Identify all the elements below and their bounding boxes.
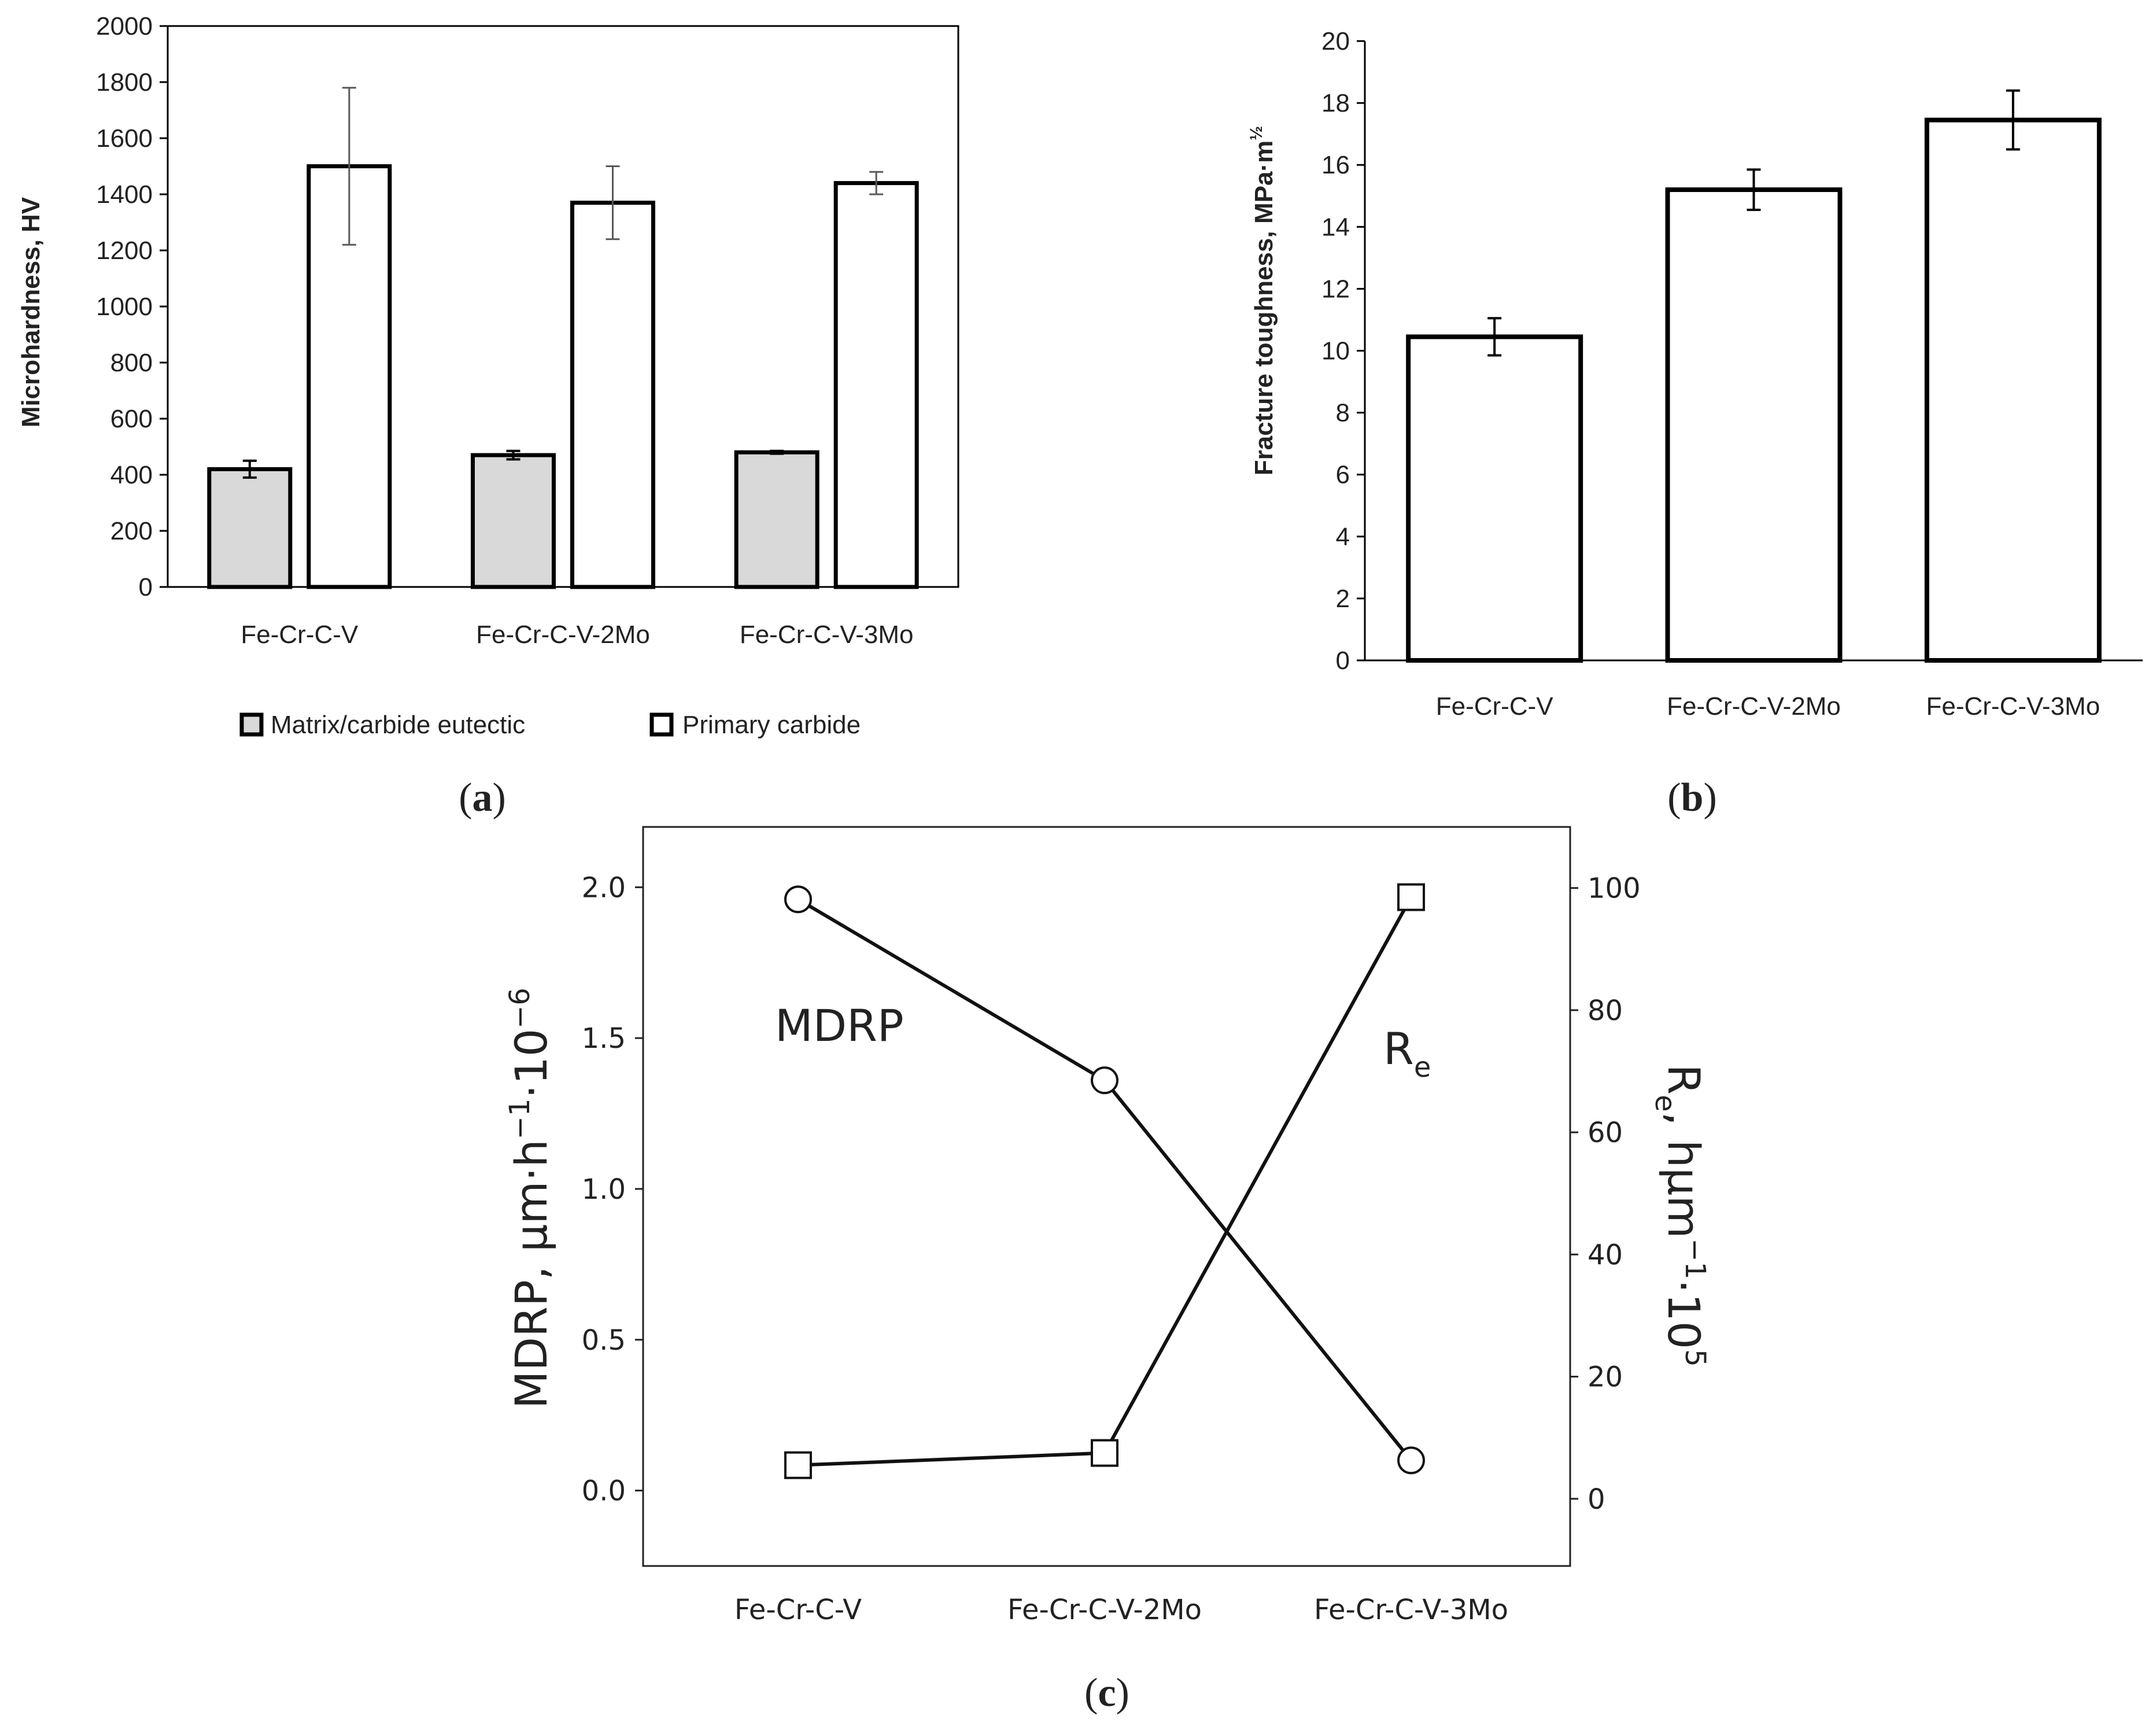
x-tick-label: Fe-Cr-C-V-2Mo xyxy=(476,620,650,649)
panel-c-x-axis: Fe-Cr-C-V Fe-Cr-C-V-2Mo Fe-Cr-C-V-3Mo xyxy=(734,1594,1508,1626)
y-tick-label: 6 xyxy=(1336,461,1350,489)
x-tick-label: Fe-Cr-C-V-2Mo xyxy=(1007,1594,1202,1626)
y-tick-label: 200 xyxy=(110,517,153,545)
bar-matrix-carbide-eutectic xyxy=(734,450,819,589)
y-tick-label: 18 xyxy=(1321,89,1350,117)
error-bar xyxy=(1487,317,1502,357)
panel-c-right-y-axis: 0 20 40 60 80 100 xyxy=(1570,873,1641,1516)
annotation-re: Re xyxy=(1383,1023,1431,1084)
mdrp-point xyxy=(1397,1446,1425,1475)
panel-b-x-axis: Fe-Cr-C-V Fe-Cr-C-V-2Mo Fe-Cr-C-V-3Mo xyxy=(1436,692,2100,721)
y-tick-label-left: 1.5 xyxy=(582,1022,626,1055)
y-tick-label: 400 xyxy=(110,461,153,489)
y-tick-label-left: 1.0 xyxy=(582,1173,626,1206)
bar-fracture-toughness xyxy=(1406,334,1583,663)
panel-c-left-y-axis-title: MDRP, μm·h−1·10−6 xyxy=(504,988,557,1409)
panel-b-y-axis-title: Fracture toughness, MPa·m½ xyxy=(1247,126,1278,475)
y-tick-label: 16 xyxy=(1321,151,1350,179)
y-tick-label: 1400 xyxy=(96,180,153,209)
error-bar xyxy=(869,171,884,195)
y-tick-label: 0 xyxy=(1336,647,1350,675)
y-tick-label: 4 xyxy=(1336,523,1350,551)
panel-a-microhardness-chart: 0 200 400 600 800 1000 1200 1400 1600 1800 2000 Fe… xyxy=(17,12,959,820)
y-tick-label: 1600 xyxy=(96,124,153,153)
panel-b-bars xyxy=(1406,89,2102,663)
y-tick-label-right: 0 xyxy=(1588,1483,1605,1516)
mdrp-point xyxy=(784,885,812,914)
bar-primary-carbide xyxy=(570,201,655,589)
y-tick-label: 600 xyxy=(110,405,153,433)
re-point xyxy=(784,1451,812,1479)
y-tick-label: 12 xyxy=(1321,275,1350,303)
error-bar xyxy=(606,165,620,241)
y-tick-label-right: 40 xyxy=(1588,1239,1623,1271)
panel-a-y-axis-title: Microhardness, HV xyxy=(17,197,45,427)
error-bar xyxy=(2006,89,2020,151)
error-bar xyxy=(342,87,356,246)
mdrp-line xyxy=(797,897,1413,1462)
y-tick-label: 0 xyxy=(139,573,153,601)
x-tick-label: Fe-Cr-C-V-3Mo xyxy=(1314,1594,1508,1626)
bar-matrix-carbide-eutectic xyxy=(207,467,293,589)
annotation-mdrp: MDRP xyxy=(775,1000,904,1051)
re-line xyxy=(798,896,1413,1467)
x-tick-label: Fe-Cr-C-V xyxy=(734,1594,862,1626)
x-tick-label: Fe-Cr-C-V xyxy=(241,620,359,649)
panel-b-y-axis: 0 2 4 6 8 10 12 14 16 18 20 xyxy=(1321,27,1365,675)
legend-label-matrix: Matrix/carbide eutectic xyxy=(271,711,525,739)
error-bar xyxy=(770,449,784,455)
bar-matrix-carbide-eutectic xyxy=(471,453,556,589)
error-bar xyxy=(506,449,520,461)
x-tick-label: Fe-Cr-C-V-2Mo xyxy=(1667,692,1841,721)
y-tick-label-left: 2.0 xyxy=(582,871,626,904)
bar-primary-carbide xyxy=(833,181,919,589)
x-tick-label: Fe-Cr-C-V-3Mo xyxy=(740,620,914,649)
panel-c-right-y-axis-title: Re, hμm−1·105 xyxy=(1649,1064,1711,1366)
y-tick-label-right: 100 xyxy=(1588,873,1641,905)
panel-a-x-axis: Fe-Cr-C-V Fe-Cr-C-V-2Mo Fe-Cr-C-V-3Mo xyxy=(241,620,913,649)
re-point xyxy=(1397,883,1425,911)
y-tick-label-right: 20 xyxy=(1588,1361,1623,1394)
mdrp-point xyxy=(1091,1066,1118,1095)
y-tick-label: 10 xyxy=(1321,337,1350,365)
y-tick-label: 14 xyxy=(1321,213,1350,241)
panel-b-label: (b) xyxy=(1667,775,1717,820)
y-tick-label: 1200 xyxy=(96,237,153,265)
y-tick-label-right: 80 xyxy=(1588,995,1623,1027)
panel-a-y-axis: 0 200 400 600 800 1000 1200 1400 1600 1800 2000 xyxy=(96,12,168,601)
x-tick-label: Fe-Cr-C-V xyxy=(1436,692,1554,721)
y-tick-label-left: 0.0 xyxy=(582,1475,626,1508)
error-bar xyxy=(242,459,257,479)
y-tick-label: 2000 xyxy=(96,12,153,40)
panel-c-left-y-axis: 0.0 0.5 1.0 1.5 2.0 xyxy=(582,871,643,1508)
error-bar xyxy=(1747,168,1761,211)
y-tick-label: 8 xyxy=(1336,399,1350,427)
panel-c-plot-frame xyxy=(642,826,1571,1567)
panel-c-label: (c) xyxy=(1084,1671,1129,1715)
legend-swatch-primary-carbide xyxy=(649,712,674,737)
y-tick-label: 1000 xyxy=(96,293,153,321)
panel-c-series xyxy=(784,883,1425,1479)
y-tick-label-right: 60 xyxy=(1588,1117,1623,1149)
bar-fracture-toughness xyxy=(1665,187,1843,663)
bar-fracture-toughness xyxy=(1924,117,2102,663)
y-tick-label: 800 xyxy=(110,349,153,377)
panel-b-fracture-toughness-chart: 0 2 4 6 8 10 12 14 16 18 20 Fe-Cr-C-V Fe-Cr-C-V-2Mo… xyxy=(1247,27,2143,820)
y-tick-label: 1800 xyxy=(96,68,153,97)
legend-swatch-matrix xyxy=(239,712,264,737)
panel-a-label: (a) xyxy=(459,775,506,820)
re-point xyxy=(1091,1439,1118,1467)
y-tick-label: 2 xyxy=(1336,585,1350,613)
legend-label-primary-carbide: Primary carbide xyxy=(682,711,861,739)
y-tick-label-left: 0.5 xyxy=(582,1324,626,1357)
x-tick-label: Fe-Cr-C-V-3Mo xyxy=(1926,692,2100,721)
panel-a-bars xyxy=(207,87,919,589)
y-tick-label: 20 xyxy=(1321,27,1350,56)
panel-a-legend: Matrix/carbide eutectic Primary carbide xyxy=(239,711,861,739)
